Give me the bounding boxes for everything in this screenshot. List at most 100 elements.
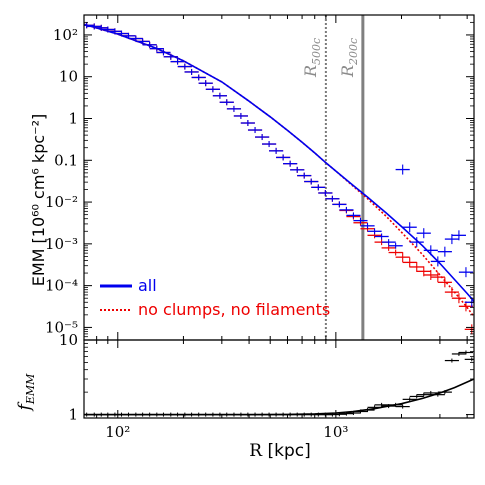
data-point-all [374,233,389,240]
data-point-noclumps [437,277,452,288]
data-point-all [156,49,171,56]
data-point-all [163,53,178,60]
legend-label-noclumps: no clumps, no filaments [138,300,330,319]
x-axis-title: R [kpc] [249,441,310,461]
data-point-all [318,189,333,196]
data-point-all [135,38,150,45]
data-point-all [332,201,347,208]
data-point-all [325,195,340,202]
ratio-point [339,411,354,416]
data-point-all [219,99,234,106]
data-point-all [128,35,143,42]
ratio-point [395,404,410,409]
legend-label-all: all [138,276,157,295]
data-point-all [177,63,192,70]
data-point-noclumps [409,261,424,272]
series-line-noclumps [84,23,474,318]
data-point-all [402,222,417,233]
ratio-y-axis-title: fEMM [15,373,37,413]
data-point-all [290,166,305,173]
vline-label-main-R200c: R [338,65,357,78]
data-point-all [262,141,277,148]
vline-label-R500c: R500c [301,38,323,78]
data-point-all [423,245,438,256]
main-ytick-label: 10⁻³ [45,235,78,253]
data-point-all [276,154,291,161]
data-point-all [205,86,220,93]
data-point-noclumps [423,269,438,280]
data-point-all [226,105,242,112]
x-axis-title-unit: [kpc] [267,441,310,461]
x-tick-label: 10² [105,423,130,441]
ratio-ytick-label: 10 [59,331,78,349]
data-point-all [395,164,410,175]
ratio-point [402,397,417,402]
data-point-all [388,242,403,249]
x-axis-title-main: R [249,441,267,461]
main-ytick-label: 10⁻⁵ [45,318,78,336]
ratio-ylabel-sub: EMM [24,373,37,405]
data-point-all [240,120,255,127]
data-point-noclumps [458,301,474,312]
series-line-all [84,23,474,302]
ratio-frame [83,339,475,419]
ratio-panel: 10 1 10² 10³ [59,331,475,441]
vline-label-main-R500c: R [301,65,320,78]
data-point-all [84,22,94,29]
ratio-point [430,392,445,397]
ratio-ytick-label: 1 [68,406,78,424]
data-point-all [311,184,326,191]
data-point-all [142,41,157,48]
data-point-all [255,134,270,141]
x-tick-label: 10³ [323,423,348,441]
data-point-all [416,228,431,239]
y-axis-title: EMM [10⁶⁰ cm⁶ kpc⁻²] [29,114,48,287]
svg-text:fEMM: fEMM [15,373,37,413]
main-ytick-label: 10⁻² [45,193,78,211]
data-point-all [121,32,136,39]
vline-label-sub-R200c: 200c [347,38,360,66]
data-point-all [269,147,284,154]
ratio-point [464,357,474,362]
data-point-all [353,217,368,224]
data-point-all [381,239,396,246]
ratio-point [360,408,375,413]
data-point-noclumps [402,257,417,268]
data-point-all [458,267,474,278]
data-point-noclumps [451,293,466,304]
main-ytick-label: 10² [53,26,78,44]
data-point-noclumps [430,272,445,283]
ratio-point [444,358,459,363]
data-point-all [198,80,213,87]
data-point-all [100,26,115,33]
data-point-all [451,230,466,241]
data-point-all [409,237,424,248]
data-point-all [304,178,319,185]
data-point-all [149,45,164,52]
vline-label-R200c: R200c [338,38,360,78]
data-point-all [184,68,199,75]
ratio-point [332,412,347,417]
main-ytick-label: 0.1 [54,151,78,169]
data-point-all [233,112,248,119]
data-point-all [170,58,185,65]
ratio-point [437,390,452,395]
data-point-all [283,160,298,167]
data-point-all [247,127,263,134]
data-point-all [191,74,206,81]
data-point-all [346,212,361,219]
data-point-all [212,92,227,99]
data-point-all [437,246,452,257]
data-point-all [367,228,382,235]
main-ytick-label: 10⁻⁴ [45,277,78,295]
vline-label-sub-R500c: 500c [310,38,323,65]
vline-label-text-R500c: R500c [301,38,323,78]
ratio-point [367,405,382,410]
ratio-ylabel-main: f [15,401,35,412]
vline-label-text-R200c: R200c [338,38,360,78]
data-point-noclumps [395,252,410,263]
data-point-all [360,222,375,229]
ratio-point [458,350,474,355]
main-ytick-label: 1 [68,110,78,128]
